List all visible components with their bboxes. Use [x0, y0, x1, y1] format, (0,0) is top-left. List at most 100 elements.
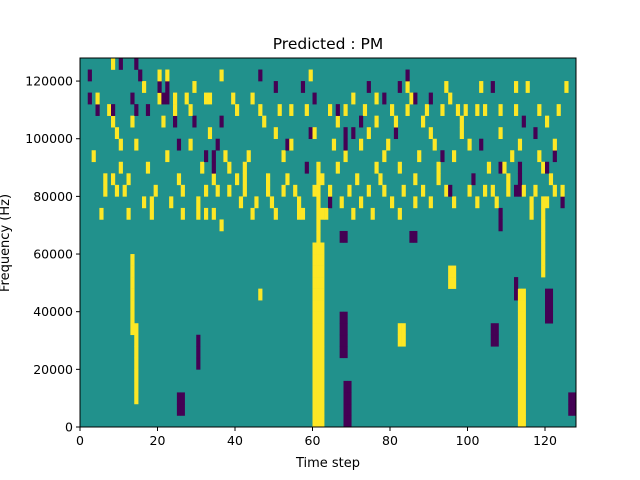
heatmap-cell-high	[118, 161, 123, 174]
heatmap-cell-low	[339, 346, 344, 359]
heatmap-cell-high	[517, 403, 523, 416]
heatmap-cell-low	[161, 92, 166, 105]
heatmap-cell-high	[378, 173, 383, 186]
heatmap-cell-high	[467, 184, 472, 197]
heatmap-cell-low	[196, 357, 201, 370]
heatmap-cell-high	[517, 288, 523, 301]
heatmap-cell-high	[99, 207, 104, 220]
heatmap-cell-low	[440, 150, 445, 163]
heatmap-cell-high	[335, 161, 340, 174]
heatmap-cell-high	[517, 392, 523, 405]
heatmap-cell-high	[444, 184, 449, 197]
heatmap-cell-high	[393, 115, 399, 128]
heatmap-cell-high	[328, 104, 333, 116]
heatmap-cell-high	[312, 277, 317, 289]
heatmap-cell-high	[149, 207, 154, 220]
heatmap-cell-high	[401, 184, 406, 197]
heatmap-cell-low	[351, 127, 356, 140]
heatmap-cell-high	[258, 104, 263, 116]
heatmap-cell-high	[541, 161, 546, 174]
heatmap-cell-low	[138, 69, 143, 82]
heatmap-cell-high	[250, 207, 255, 220]
heatmap-cell-low	[343, 127, 348, 140]
heatmap-cell-high	[529, 207, 534, 220]
heatmap-cell-high	[424, 104, 430, 116]
heatmap-cell-high	[281, 184, 286, 197]
heatmap-cell-low	[494, 323, 499, 336]
heatmap-cell-high	[316, 230, 321, 243]
heatmap-cell-high	[304, 104, 309, 116]
heatmap-cell-high	[114, 127, 120, 140]
heatmap-cell-high	[452, 196, 457, 209]
y-tick-label: 80000	[33, 189, 73, 204]
heatmap-cell-low	[343, 334, 348, 347]
heatmap-cell-low	[347, 380, 352, 393]
heatmap-cell-high	[176, 173, 182, 186]
heatmap-cell-high	[227, 184, 232, 197]
heatmap-cell-low	[308, 127, 313, 140]
heatmap-cell-low	[95, 104, 100, 116]
heatmap-cell-high	[235, 104, 240, 116]
heatmap-cell-low	[343, 323, 348, 336]
heatmap-cell-high	[111, 173, 116, 186]
heatmap-cell-low	[413, 92, 418, 105]
heatmap-cell-high	[343, 104, 348, 116]
heatmap-cell-high	[494, 196, 499, 209]
heatmap-cell-low	[339, 230, 344, 243]
heatmap-cell-high	[91, 150, 96, 163]
heatmap-cell-high	[204, 207, 209, 220]
heatmap-cell-high	[320, 300, 325, 312]
heatmap-cell-high	[316, 334, 321, 347]
heatmap-cell-high	[269, 196, 275, 209]
heatmap-cell-high	[428, 196, 433, 209]
heatmap-cell-low	[479, 138, 484, 151]
heatmap-cell-low	[176, 392, 182, 405]
heatmap-cell-high	[486, 161, 492, 174]
heatmap-cell-high	[347, 184, 352, 197]
heatmap-cell-low	[285, 138, 290, 151]
heatmap-cell-high	[320, 392, 325, 405]
heatmap-cell-low	[498, 161, 503, 174]
heatmap-cell-high	[316, 369, 321, 382]
heatmap-cell-high	[490, 184, 495, 197]
heatmap-cell-high	[297, 207, 302, 220]
heatmap-cell-high	[130, 323, 135, 336]
heatmap-cell-high	[521, 311, 526, 324]
heatmap-cell-low	[548, 311, 554, 324]
heatmap-cell-high	[401, 323, 406, 336]
heatmap-cell-high	[204, 184, 209, 197]
heatmap-cell-high	[409, 92, 414, 105]
heatmap-cell-low	[494, 334, 499, 347]
heatmap-cell-high	[316, 277, 321, 289]
heatmap-cell-high	[293, 184, 298, 197]
heatmap-cell-high	[277, 104, 282, 116]
heatmap-cell-high	[320, 242, 325, 255]
heatmap-cell-high	[521, 323, 526, 336]
heatmap-cell-low	[215, 138, 220, 151]
heatmap-cell-high	[316, 173, 321, 186]
heatmap-cell-high	[517, 323, 523, 336]
heatmap-cell-low	[328, 196, 333, 209]
heatmap-cell-high	[316, 184, 321, 197]
heatmap-cell-high	[312, 265, 317, 278]
heatmap-cell-high	[130, 277, 135, 289]
heatmap-cell-high	[514, 81, 519, 93]
heatmap-cell-low	[87, 69, 92, 82]
heatmap-cell-high	[134, 380, 139, 393]
heatmap-cell-high	[444, 81, 449, 93]
heatmap-cell-high	[359, 138, 364, 151]
heatmap-cell-low	[568, 392, 573, 405]
heatmap-cell-high	[521, 346, 526, 359]
heatmap-cell-high	[366, 184, 371, 197]
heatmap-cell-high	[514, 104, 519, 116]
heatmap-cell-high	[130, 300, 135, 312]
heatmap-cell-high	[312, 242, 317, 255]
heatmap-cell-high	[529, 196, 534, 209]
heatmap-cell-high	[173, 92, 178, 105]
heatmap-cell-high	[521, 380, 526, 393]
heatmap-cell-low	[343, 230, 348, 243]
heatmap-cell-high	[289, 104, 294, 116]
heatmap-cell-high	[312, 403, 317, 416]
heatmap-cell-high	[320, 265, 325, 278]
heatmap-cell-low	[560, 196, 565, 209]
